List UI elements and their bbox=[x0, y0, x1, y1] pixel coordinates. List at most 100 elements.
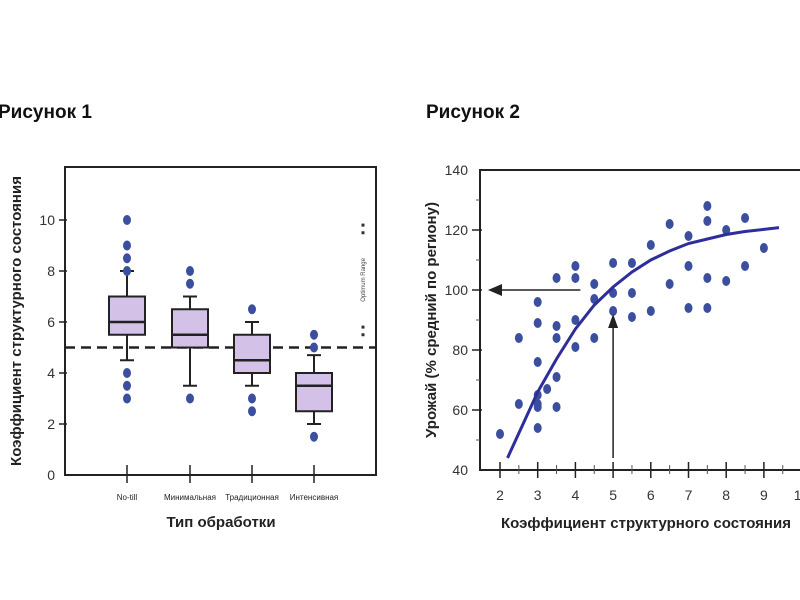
arrow-up-head bbox=[608, 314, 619, 328]
optimum-range-dot bbox=[361, 231, 365, 235]
x-tick-label: 7 bbox=[685, 487, 693, 503]
data-point bbox=[665, 219, 674, 229]
box-plot-y-ticks: 0 2 4 6 8 10 bbox=[39, 212, 67, 483]
data-point bbox=[627, 288, 636, 298]
scatter-frame bbox=[479, 169, 800, 471]
x-tick-label: 4 bbox=[572, 487, 580, 503]
x-tick-label: 3 bbox=[534, 487, 542, 503]
data-point bbox=[627, 258, 636, 268]
data-point bbox=[552, 333, 561, 343]
outlier-point bbox=[123, 266, 131, 276]
optimum-range-dot bbox=[361, 223, 365, 227]
data-point bbox=[533, 297, 542, 307]
box-plot-chart: 0 2 4 6 8 10 No-till Минимальная Традиционная Ин… bbox=[8, 166, 377, 531]
outlier-point bbox=[186, 266, 194, 276]
category-label-минимальная: Минимальная bbox=[164, 493, 216, 502]
data-point bbox=[665, 279, 674, 289]
outlier-point bbox=[123, 393, 131, 404]
box-интенсивная bbox=[295, 329, 333, 442]
fit-curve bbox=[506, 226, 780, 459]
y-tick-label: 6 bbox=[47, 314, 55, 330]
box-традиционная bbox=[233, 304, 271, 417]
outlier-point bbox=[310, 431, 318, 442]
scatter-points bbox=[496, 201, 768, 439]
scatter-chart: 40 60 80 100 120 140 2 3 4 5 6 7 8 9 10 Урожай (% сре… bbox=[423, 162, 800, 532]
outlier-point bbox=[123, 253, 131, 264]
figure-1-title: Рисунок 1 bbox=[0, 102, 92, 123]
data-point bbox=[741, 213, 750, 223]
data-point bbox=[722, 225, 731, 235]
optimum-range-dot bbox=[361, 333, 365, 337]
box-минимальная bbox=[171, 266, 209, 404]
box-plot-frame bbox=[64, 166, 377, 476]
box-no-till bbox=[108, 215, 146, 404]
x-tick-label: 8 bbox=[722, 487, 730, 503]
outlier-point bbox=[310, 329, 318, 340]
scatter-arrows bbox=[488, 284, 619, 458]
data-point bbox=[552, 372, 561, 382]
optimum-range-dot bbox=[361, 325, 365, 329]
data-point bbox=[609, 306, 618, 316]
box-iqr bbox=[295, 372, 333, 413]
data-point bbox=[722, 276, 731, 286]
y-tick-label: 120 bbox=[445, 222, 469, 238]
data-point bbox=[703, 201, 712, 211]
data-point bbox=[514, 333, 523, 343]
y-tick-label: 0 bbox=[47, 467, 55, 483]
y-tick-label: 100 bbox=[445, 282, 469, 298]
data-point bbox=[552, 321, 561, 331]
data-point bbox=[759, 243, 768, 253]
data-point bbox=[571, 273, 580, 283]
data-point bbox=[609, 258, 618, 268]
box-plot-x-ticks: No-till Минимальная Традиционная Интенсивна… bbox=[117, 465, 338, 502]
outlier-point bbox=[123, 240, 131, 251]
data-point bbox=[703, 273, 712, 283]
outlier-point bbox=[248, 406, 256, 417]
category-label-интенсивная: Интенсивная bbox=[290, 493, 339, 502]
data-point bbox=[571, 315, 580, 325]
outlier-point bbox=[186, 393, 194, 404]
scatter-x-ticks: 2 3 4 5 6 7 8 9 10 bbox=[496, 462, 800, 503]
outlier-point bbox=[123, 368, 131, 378]
outlier-point bbox=[310, 342, 318, 353]
data-point bbox=[684, 261, 693, 271]
x-tick-label: 2 bbox=[496, 487, 504, 503]
box-plot-y-axis-title: Коэффициент структурного состояния bbox=[8, 176, 25, 466]
outlier-point bbox=[186, 278, 194, 289]
outlier-point bbox=[248, 304, 256, 315]
box-iqr bbox=[108, 295, 146, 336]
outlier-point bbox=[123, 215, 131, 225]
y-tick-label: 40 bbox=[452, 462, 468, 478]
y-tick-label: 4 bbox=[47, 365, 55, 381]
data-point bbox=[627, 312, 636, 322]
box-iqr bbox=[171, 308, 209, 349]
category-label-no-till: No-till bbox=[117, 493, 138, 502]
y-tick-label: 140 bbox=[445, 162, 469, 178]
x-tick-label: 10 bbox=[794, 487, 800, 503]
arrow-left-head bbox=[488, 284, 502, 296]
data-point bbox=[496, 429, 504, 439]
data-point bbox=[646, 240, 655, 250]
optimum-range-label: Optimum Range bbox=[361, 257, 367, 301]
data-point bbox=[571, 342, 580, 352]
data-point bbox=[703, 216, 712, 226]
data-point bbox=[703, 303, 712, 313]
y-tick-label: 60 bbox=[452, 402, 468, 418]
outlier-point bbox=[123, 380, 131, 391]
box-plot-boxes bbox=[108, 215, 333, 442]
y-tick-label: 80 bbox=[452, 342, 468, 358]
optimum-range-annotation: Optimum Range bbox=[361, 223, 367, 337]
data-point bbox=[533, 357, 542, 367]
scatter-y-axis-title: Урожай (% средний по региону) bbox=[423, 202, 440, 438]
data-point bbox=[543, 384, 552, 394]
data-point bbox=[571, 261, 580, 271]
x-tick-label: 5 bbox=[609, 487, 617, 503]
y-tick-label: 10 bbox=[39, 212, 55, 228]
category-label-традиционная: Традиционная bbox=[225, 493, 279, 502]
box-iqr bbox=[233, 333, 271, 374]
data-point bbox=[533, 423, 542, 433]
data-point bbox=[741, 261, 750, 271]
data-point bbox=[514, 399, 523, 409]
scatter-y-ticks: 40 60 80 100 120 140 bbox=[445, 162, 482, 478]
x-tick-label: 6 bbox=[647, 487, 655, 503]
